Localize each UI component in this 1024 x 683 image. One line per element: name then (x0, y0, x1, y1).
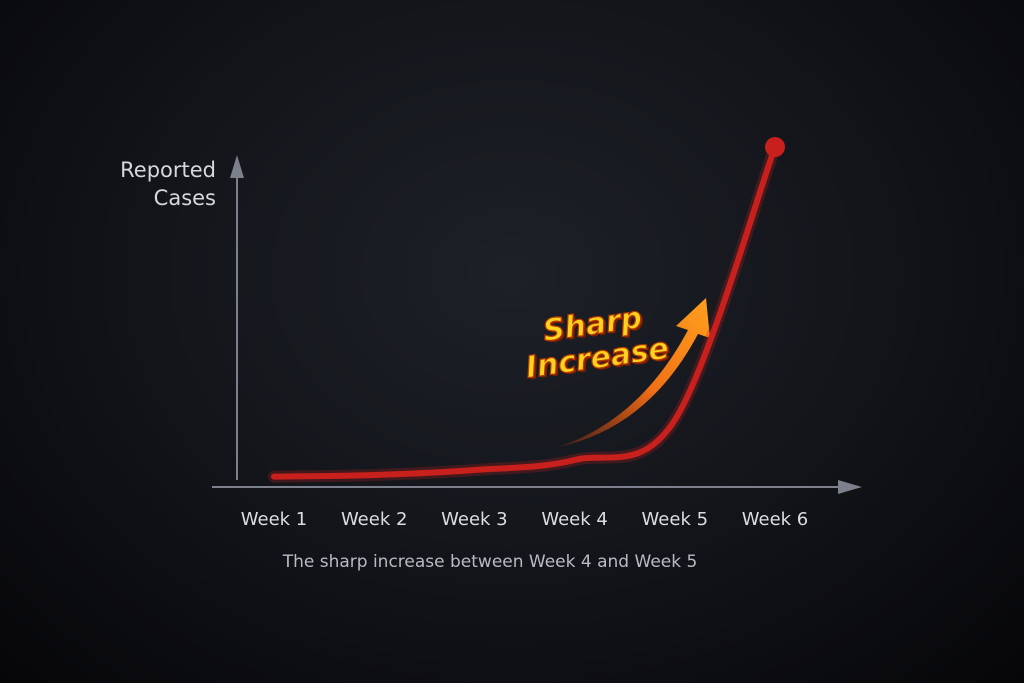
x-axis-arrow (838, 480, 862, 494)
caption: The sharp increase between Week 4 and We… (282, 552, 698, 572)
x-tick-label: Week 4 (541, 509, 608, 530)
y-axis-arrow (230, 155, 244, 178)
trend-arrow (558, 298, 710, 447)
x-tick-label: Week 5 (642, 509, 709, 530)
x-tick-label: Week 3 (441, 509, 508, 530)
x-tick-label: Week 6 (742, 509, 809, 530)
x-tick-label: Week 1 (241, 509, 308, 530)
line (271, 144, 778, 480)
y-axis-label: Reported Cases (120, 158, 216, 210)
x-tick-label: Week 2 (341, 509, 408, 530)
end-point (765, 137, 785, 157)
